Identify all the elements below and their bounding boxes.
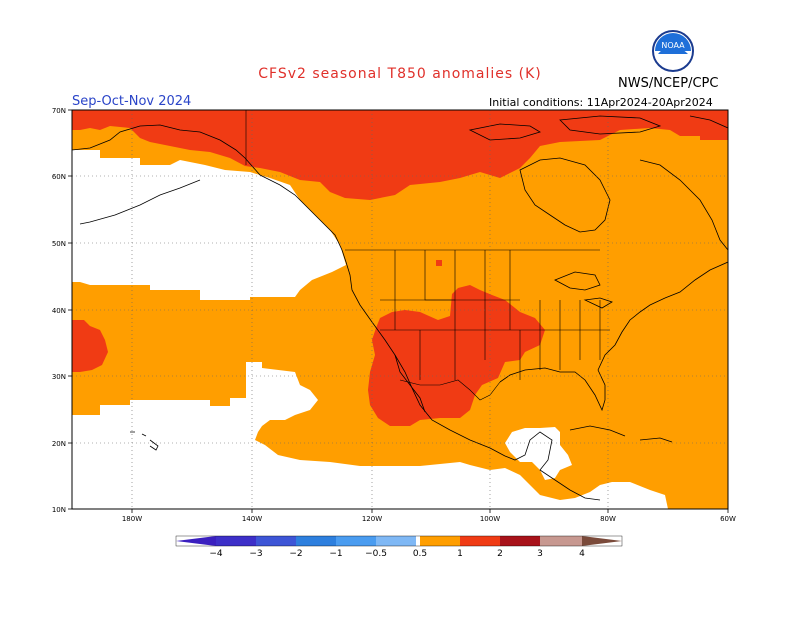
colorbar-swatch [500,536,540,546]
colorbar-label: −4 [209,549,223,559]
colorbar-swatch [420,536,460,546]
lat-label: 40N [52,307,66,315]
colorbar-label: −3 [249,549,262,559]
red-region-arctic [72,110,728,200]
agency-label: NWS/NCEP/CPC [618,76,719,91]
lon-label: 180W [122,515,142,523]
colorbar-swatch [460,536,500,546]
lat-label: 60N [52,173,66,181]
lat-label: 50N [52,240,66,248]
colorbar-arrow-high [582,536,622,546]
colorbar-label: 1 [457,549,463,559]
lon-label: 140W [242,515,262,523]
chart-title: CFSv2 seasonal T850 anomalies (K) [258,66,542,82]
lon-label: 120W [362,515,382,523]
colorbar-label: −1 [329,549,342,559]
colorbar-swatch [216,536,256,546]
colorbar-label: −2 [289,549,302,559]
red-spot-montana [436,260,442,266]
colorbar-label: −0.5 [365,549,387,559]
initial-conditions: Initial conditions: 11Apr2024-20Apr2024 [489,96,713,109]
map-frame [71,109,729,510]
colorbar-swatch [296,536,336,546]
red-region-pacific-west [72,320,108,372]
colorbar-swatch [376,536,416,546]
red-region-southwest [368,285,545,426]
colorbar-label: 0.5 [413,549,427,559]
political-borders [245,110,610,401]
logo-text: NOAA [661,41,685,50]
white-region-pacific [72,150,346,300]
colorbar-label: 3 [537,549,543,559]
lat-label: 10N [52,506,66,514]
white-region-gulf-caribbean [505,427,572,480]
colorbar-swatch [336,536,376,546]
lat-label: 20N [52,440,66,448]
lon-label: 60W [720,515,736,523]
lon-label: 80W [600,515,616,523]
colorbar-label: 4 [579,549,585,559]
coastlines [72,115,728,501]
colorbar-swatch [256,536,296,546]
axis-ticks [68,109,729,513]
colorbar: −4 −3 −2 −1 −0.5 0.5 1 2 3 4 [175,535,623,559]
colorbar-label: 2 [497,549,503,559]
lon-label: 100W [480,515,500,523]
colorbar-swatch [540,536,582,546]
colorbar-arrow-low [176,536,216,546]
noaa-logo: NOAA [652,30,694,72]
lat-label: 30N [52,373,66,381]
graticule [72,110,728,509]
forecast-period: Sep-Oct-Nov 2024 [72,94,192,109]
white-region-south-pacific [72,362,330,509]
lat-label: 70N [52,107,66,115]
